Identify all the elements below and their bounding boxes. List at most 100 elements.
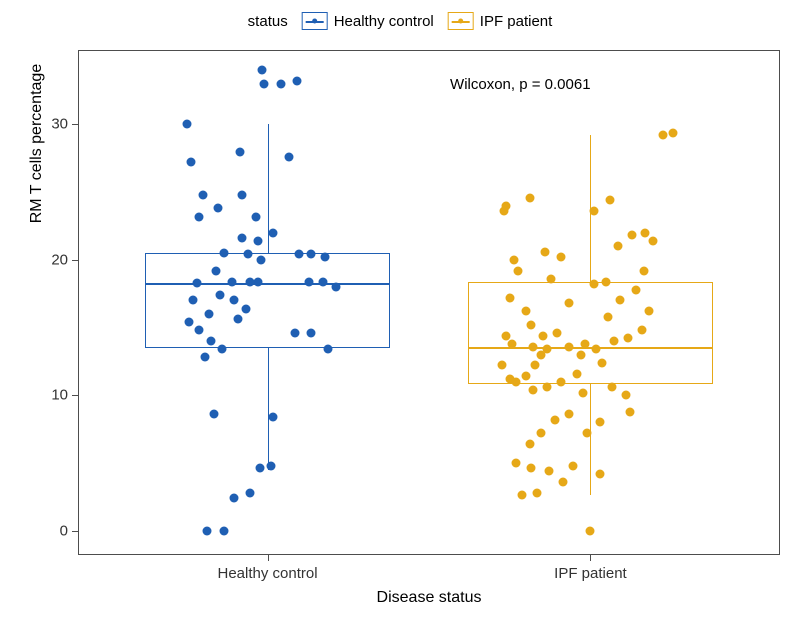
data-point (237, 234, 246, 243)
data-point (639, 266, 648, 275)
data-point (220, 526, 229, 535)
data-point (498, 361, 507, 370)
data-point (543, 383, 552, 392)
legend: status Healthy control IPF patient (248, 12, 553, 30)
data-point (598, 358, 607, 367)
data-point (511, 377, 520, 386)
x-tick-label: IPF patient (554, 565, 627, 582)
data-point (511, 458, 520, 467)
data-point (529, 385, 538, 394)
data-point (621, 391, 630, 400)
data-point (596, 418, 605, 427)
legend-item-healthy: Healthy control (302, 12, 434, 30)
data-point (529, 342, 538, 351)
data-point (582, 429, 591, 438)
data-point (194, 212, 203, 221)
data-point (608, 383, 617, 392)
data-point (206, 337, 215, 346)
data-point (269, 228, 278, 237)
data-point (521, 372, 530, 381)
data-point (293, 77, 302, 86)
data-point (606, 196, 615, 205)
data-point (564, 299, 573, 308)
data-point (192, 278, 201, 287)
data-point (188, 296, 197, 305)
data-point (228, 277, 237, 286)
boxplot-chart: status Healthy control IPF patient RM T … (0, 0, 800, 634)
data-point (204, 310, 213, 319)
legend-title: status (248, 13, 288, 30)
legend-swatch-icon (302, 12, 328, 30)
y-tick-label: 0 (60, 522, 68, 539)
data-point (625, 407, 634, 416)
median-line (468, 347, 714, 349)
legend-label: Healthy control (334, 13, 434, 30)
data-point (267, 461, 276, 470)
box (145, 253, 391, 348)
data-point (294, 250, 303, 259)
data-point (553, 328, 562, 337)
data-point (306, 328, 315, 337)
y-axis-title: RM T cells percentage (28, 63, 46, 222)
data-point (613, 242, 622, 251)
data-point (517, 491, 526, 500)
data-point (210, 410, 219, 419)
data-point (610, 337, 619, 346)
data-point (521, 307, 530, 316)
data-point (256, 255, 265, 264)
y-tick-label: 10 (51, 387, 68, 404)
data-point (245, 277, 254, 286)
data-point (509, 255, 518, 264)
data-point (531, 361, 540, 370)
y-tick-label: 20 (51, 251, 68, 268)
data-point (236, 147, 245, 156)
data-point (576, 350, 585, 359)
data-point (194, 326, 203, 335)
data-point (623, 334, 632, 343)
data-point (527, 320, 536, 329)
data-point (541, 247, 550, 256)
data-point (527, 464, 536, 473)
data-point (545, 467, 554, 476)
data-point (564, 342, 573, 351)
plot-area (78, 50, 780, 555)
data-point (602, 277, 611, 286)
data-point (257, 66, 266, 75)
data-point (182, 120, 191, 129)
y-tick-label: 30 (51, 116, 68, 133)
y-tick (72, 395, 78, 396)
data-point (649, 236, 658, 245)
data-point (251, 212, 260, 221)
y-tick (72, 531, 78, 532)
data-point (230, 494, 239, 503)
data-point (615, 296, 624, 305)
whisker (268, 348, 269, 470)
legend-swatch-icon (448, 12, 474, 30)
data-point (525, 193, 534, 202)
data-point (551, 415, 560, 424)
data-point (505, 293, 514, 302)
data-point (645, 307, 654, 316)
data-point (285, 152, 294, 161)
whisker (590, 384, 591, 495)
data-point (243, 250, 252, 259)
data-point (253, 236, 262, 245)
data-point (304, 277, 313, 286)
median-line (145, 283, 391, 285)
data-point (324, 345, 333, 354)
data-point (592, 345, 601, 354)
data-point (241, 304, 250, 313)
data-point (186, 158, 195, 167)
data-point (230, 296, 239, 305)
data-point (218, 345, 227, 354)
data-point (564, 410, 573, 419)
data-point (291, 328, 300, 337)
x-tick (590, 555, 591, 561)
data-point (558, 477, 567, 486)
data-point (547, 274, 556, 283)
data-point (525, 439, 534, 448)
data-point (220, 249, 229, 258)
data-point (659, 131, 668, 140)
data-point (245, 488, 254, 497)
x-tick (268, 555, 269, 561)
